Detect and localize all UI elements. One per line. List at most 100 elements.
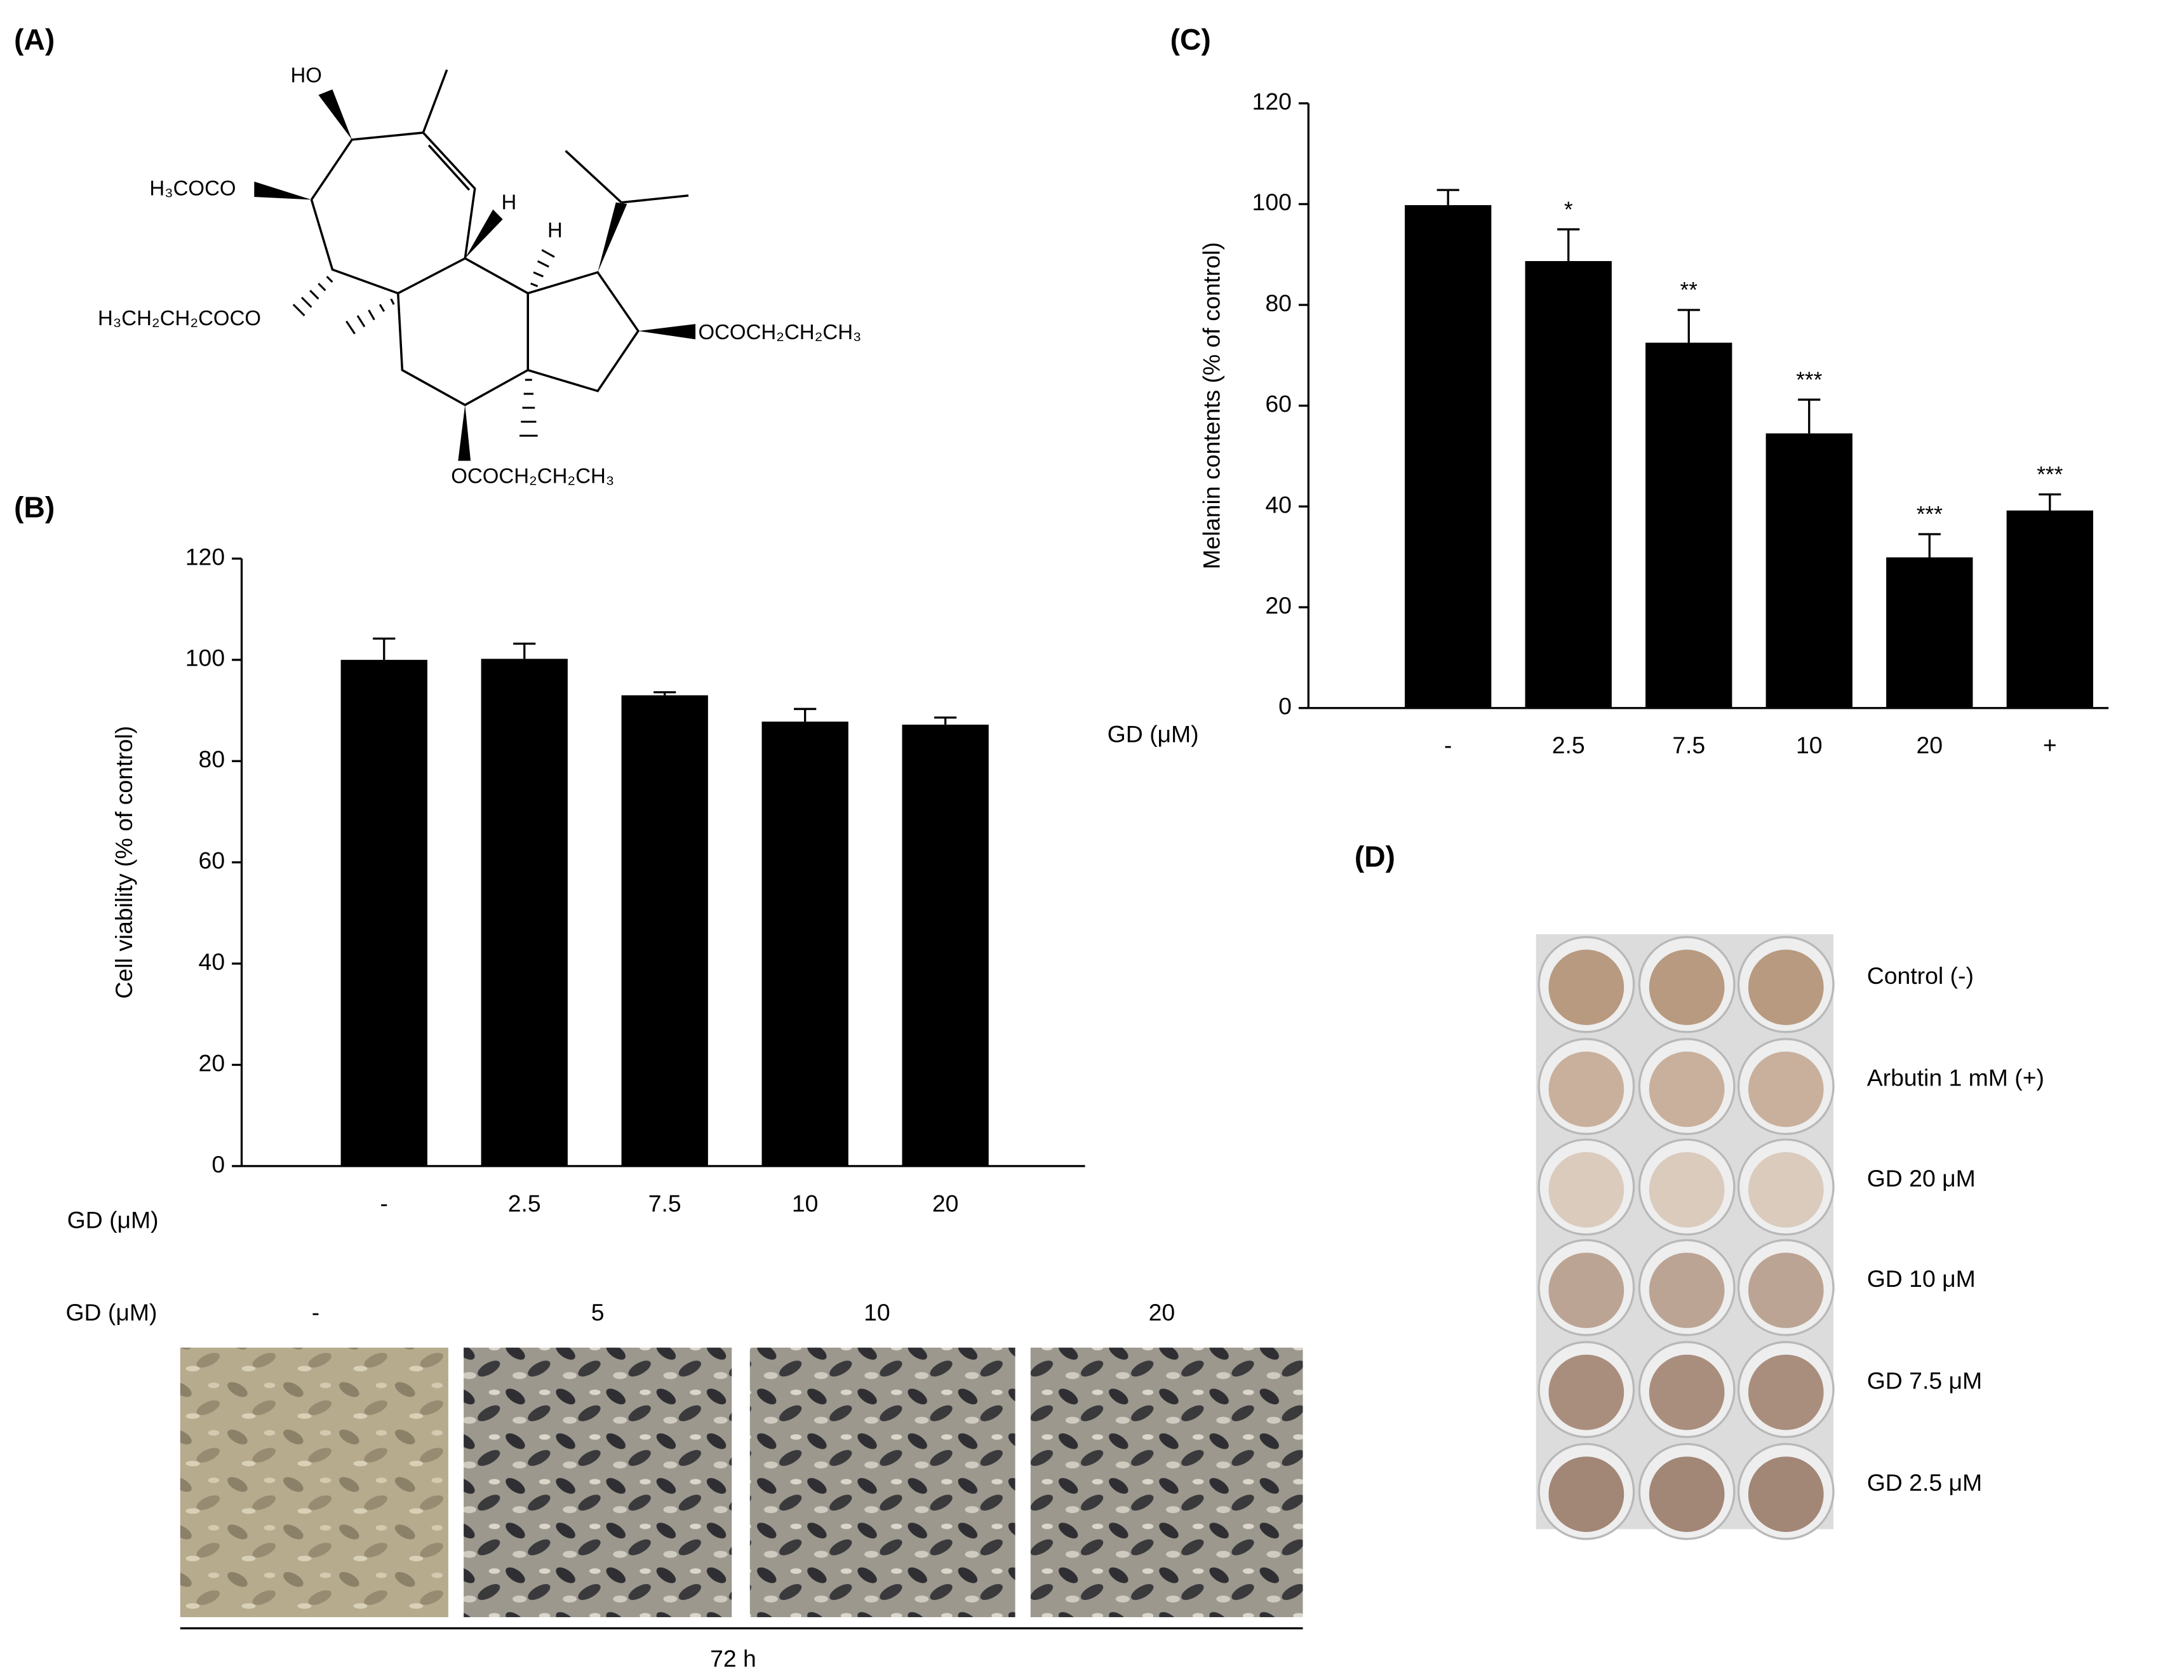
x-tick-label: 2.5	[508, 1190, 541, 1216]
well	[1649, 1354, 1725, 1430]
well	[1649, 1152, 1725, 1228]
y-tick-label: 60	[1265, 391, 1292, 417]
micrograph	[1030, 1347, 1303, 1618]
x-tick-label: 20	[932, 1190, 959, 1216]
structure-label: H₃CH₂CH₂COCO	[98, 306, 261, 330]
well	[1649, 1456, 1725, 1532]
micrograph-label: 5	[591, 1299, 605, 1326]
error-bar	[2039, 493, 2061, 511]
well	[1548, 950, 1625, 1025]
structure-label: HO	[290, 64, 321, 87]
bar	[1765, 433, 1852, 708]
micrograph-label: -	[312, 1299, 319, 1326]
x-tick-label: 7.5	[1672, 732, 1705, 758]
well	[1649, 950, 1725, 1025]
error-bar	[1798, 398, 1821, 434]
x-axis-label: GD (μM)	[1108, 721, 1199, 748]
error-bar	[934, 716, 957, 725]
chemical-structure: HO H₃COCO H₃CH₂CH₂COCO H H OCOCH₂CH₂CH₃ …	[98, 64, 861, 488]
well	[1649, 1051, 1725, 1127]
y-tick-label: 0	[1278, 693, 1292, 720]
micrograph-label: 10	[864, 1299, 890, 1326]
well	[1548, 1456, 1625, 1532]
y-tick-label: 80	[1265, 290, 1292, 316]
significance-label: ***	[1796, 368, 1822, 393]
plate-row-label: GD 7.5 μM	[1867, 1368, 1982, 1394]
bar	[1525, 261, 1612, 708]
well	[1649, 1253, 1725, 1328]
y-tick-label: 0	[211, 1151, 225, 1178]
well	[1548, 1253, 1625, 1328]
bar	[481, 659, 568, 1166]
time-label: 72 h	[710, 1645, 756, 1672]
bar	[2006, 510, 2093, 708]
x-tick-label: -	[380, 1190, 388, 1216]
structure-label: H	[547, 218, 563, 242]
y-axis-label: Melanin contents (% of control)	[1198, 242, 1225, 569]
bar	[902, 724, 989, 1166]
error-bar	[513, 642, 536, 659]
well	[1748, 1152, 1824, 1228]
plate-row-label: Arbutin 1 mM (+)	[1867, 1064, 2044, 1091]
x-tick-label: +	[2043, 732, 2057, 758]
x-tick-label: 10	[792, 1190, 819, 1216]
micrograph-label: 20	[1149, 1299, 1176, 1326]
x-tick-label: 20	[1916, 732, 1943, 758]
error-bar	[1677, 309, 1700, 343]
significance-label: ***	[1917, 502, 1943, 527]
x-tick-label: -	[1444, 732, 1452, 758]
well	[1748, 1051, 1824, 1127]
bar	[761, 722, 848, 1166]
significance-label: *	[1564, 198, 1573, 222]
y-tick-label: 120	[1252, 88, 1292, 115]
plate-row-label: GD 10 μM	[1867, 1265, 1976, 1292]
panel-label: (B)	[14, 491, 55, 524]
error-bar	[1557, 228, 1580, 262]
plate-row-label: GD 20 μM	[1867, 1165, 1976, 1192]
x-tick-label: 2.5	[1552, 732, 1585, 758]
y-axis-label: Cell viability (% of control)	[111, 726, 137, 999]
x-axis-label: GD (μM)	[67, 1207, 159, 1233]
plate-row-label: GD 2.5 μM	[1867, 1469, 1982, 1496]
y-tick-label: 40	[199, 948, 225, 975]
well	[1748, 950, 1824, 1025]
y-tick-label: 20	[199, 1049, 225, 1076]
error-bar	[794, 708, 817, 722]
y-tick-label: 100	[1252, 189, 1292, 215]
well	[1548, 1051, 1625, 1127]
y-tick-label: 60	[199, 847, 225, 874]
micrograph	[464, 1347, 732, 1618]
structure-label: H	[501, 191, 516, 214]
well	[1748, 1456, 1824, 1532]
well	[1548, 1152, 1625, 1228]
panel-label: (D)	[1355, 840, 1395, 873]
bar	[621, 695, 708, 1166]
well	[1548, 1354, 1625, 1430]
error-bar	[653, 691, 676, 696]
micrograph	[749, 1347, 1015, 1618]
micrographs: GD (μM) - 5 10 20 72 h	[65, 1299, 1303, 1672]
y-tick-label: 100	[185, 645, 225, 671]
panel-label: (A)	[14, 23, 55, 56]
x-tick-label: 7.5	[648, 1190, 681, 1216]
y-tick-label: 20	[1265, 592, 1292, 619]
y-tick-label: 40	[1265, 491, 1292, 518]
micrograph	[180, 1347, 448, 1618]
structure-label: OCOCH₂CH₂CH₃	[451, 464, 614, 488]
structure-label: OCOCH₂CH₂CH₃	[698, 320, 861, 344]
well	[1748, 1354, 1824, 1430]
significance-label: **	[1680, 278, 1698, 303]
bar	[1886, 557, 1973, 708]
y-tick-label: 120	[185, 543, 225, 570]
structure-label: H₃COCO	[149, 177, 236, 200]
well	[1748, 1253, 1824, 1328]
error-bar	[373, 637, 396, 660]
plate-row-label: Control (-)	[1867, 962, 1974, 989]
error-bar	[1437, 189, 1459, 205]
micrograph-axis-label: GD (μM)	[65, 1299, 157, 1326]
error-bar	[1918, 533, 1941, 558]
panel-label: (C)	[1170, 23, 1211, 56]
bar	[1645, 342, 1732, 708]
bar	[340, 659, 427, 1166]
